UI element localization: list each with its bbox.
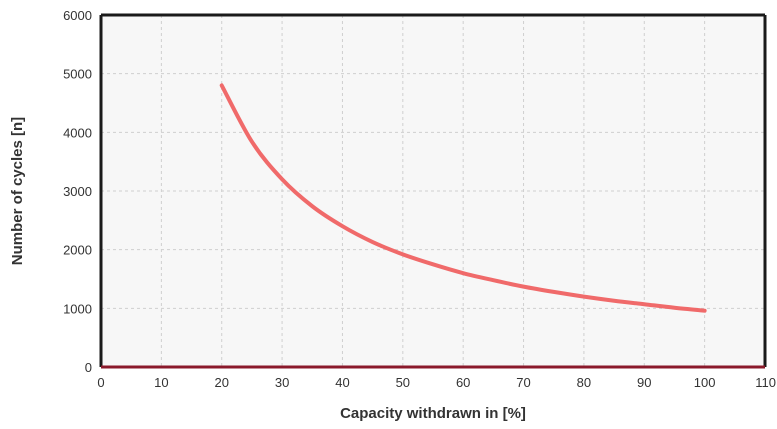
y-axis-title: Number of cycles [n]	[9, 117, 26, 265]
y-tick-label: 3000	[63, 184, 92, 199]
series-line-0	[219, 83, 707, 313]
x-axis-ticks: 0 10 20 30 40 50 60 70 80 90 100 110	[97, 375, 776, 390]
y-tick-label: 6000	[63, 8, 92, 23]
y-tick-label: 5000	[63, 67, 92, 82]
y-tick-label: 4000	[63, 125, 92, 140]
x-tick-label: 20	[214, 375, 228, 390]
x-tick-label: 0	[97, 375, 104, 390]
x-tick-label: 40	[335, 375, 349, 390]
y-tick-label: 1000	[63, 301, 92, 316]
x-tick-label: 50	[396, 375, 410, 390]
series-layer	[219, 83, 707, 313]
x-tick-label: 60	[456, 375, 470, 390]
x-tick-label: 90	[637, 375, 651, 390]
y-axis-ticks: 0 1000 2000 3000 4000 5000 6000	[63, 8, 92, 375]
x-tick-label: 100	[694, 375, 716, 390]
x-tick-label: 80	[577, 375, 591, 390]
x-tick-label: 10	[154, 375, 168, 390]
y-tick-label: 2000	[63, 243, 92, 258]
x-tick-label: 110	[755, 375, 776, 390]
x-tick-label: 70	[516, 375, 530, 390]
x-tick-label: 30	[275, 375, 289, 390]
x-axis-title: Capacity withdrawn in [%]	[340, 405, 526, 422]
y-tick-label: 0	[85, 360, 92, 375]
plot-frame	[99, 13, 767, 369]
